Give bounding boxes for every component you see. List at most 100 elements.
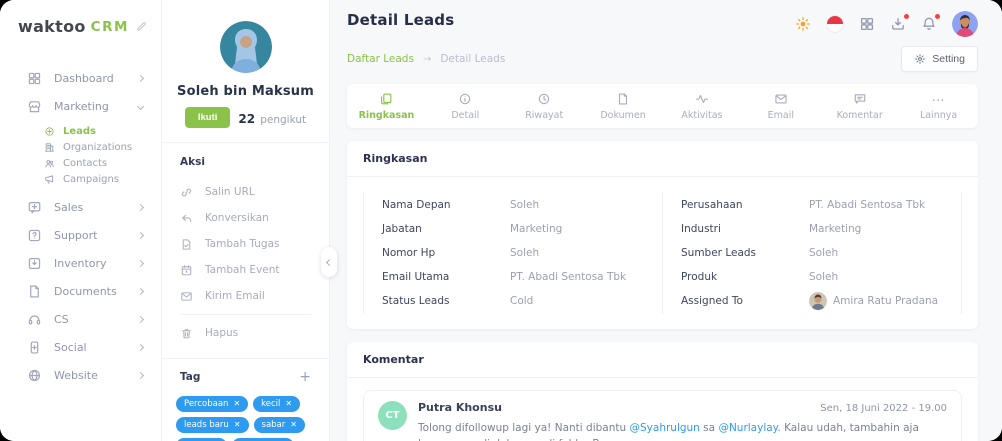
field-label: Produk <box>681 271 718 283</box>
sidebar-item-label: Support <box>54 228 98 242</box>
edit-pencil-icon[interactable] <box>136 21 147 32</box>
info-icon <box>458 92 472 106</box>
brand-logo[interactable]: waktoo CRM <box>0 0 161 40</box>
sidebar-item-website[interactable]: Website <box>0 361 161 389</box>
mention-link[interactable]: @Nurlaylay <box>718 422 778 434</box>
setting-button[interactable]: Setting <box>901 46 978 72</box>
notification-dot <box>935 14 940 19</box>
field-value: Soleh <box>510 247 540 259</box>
sidebar-subitem-contacts[interactable]: Contacts <box>0 155 161 171</box>
sidebar-item-sales[interactable]: Sales <box>0 193 161 221</box>
action-label: Kirim Email <box>205 290 265 302</box>
sidebar-item-inventory[interactable]: Inventory <box>0 249 161 277</box>
theme-toggle-icon[interactable] <box>795 16 811 32</box>
action-copy-url[interactable]: Salin URL <box>180 179 311 205</box>
mail-icon <box>180 290 193 303</box>
action-add-task[interactable]: Tambah Tugas <box>180 231 311 257</box>
chevron-down-icon <box>136 102 145 110</box>
tab-lainnya[interactable]: Lainnya <box>899 92 978 121</box>
chevron-right-icon <box>136 231 145 239</box>
sidebar-subitem-campaigns[interactable]: Campaigns <box>0 171 161 187</box>
summary-icon <box>379 92 393 106</box>
remove-tag-icon[interactable] <box>234 421 241 429</box>
lead-avatar <box>219 21 272 73</box>
field-label: Jabatan <box>382 223 422 235</box>
chevron-right-icon <box>136 74 145 82</box>
comment-icon <box>853 92 867 106</box>
follow-row: Ikuti 22 pengikut <box>162 107 329 143</box>
assignee-avatar <box>809 292 827 310</box>
download-icon[interactable] <box>890 14 909 32</box>
field-value: Soleh <box>809 271 839 283</box>
sidebar-subitem-label: Leads <box>63 125 97 137</box>
action-label: Tambah Tugas <box>205 238 280 250</box>
tag-list: Percobaan kecil leads baru sabar sehat b… <box>176 396 315 441</box>
user-avatar[interactable] <box>952 11 978 37</box>
gear-icon <box>914 53 926 65</box>
sidebar-item-support[interactable]: Support <box>0 221 161 249</box>
tab-dokumen[interactable]: Dokumen <box>584 92 663 121</box>
tag-label: leads baru <box>184 420 229 430</box>
sidebar-item-social[interactable]: Social <box>0 333 161 361</box>
field-value: Cold <box>510 295 534 307</box>
sidebar-item-documents[interactable]: Documents <box>0 277 161 305</box>
tab-komentar[interactable]: Komentar <box>820 92 899 121</box>
comment-text-segment: Tolong difollowup lagi ya! Nanti dibantu <box>418 422 630 434</box>
tab-label: Email <box>767 110 794 121</box>
remove-tag-icon[interactable] <box>290 421 297 429</box>
field-value: PT. Abadi Sentosa Tbk <box>510 271 627 283</box>
comments-card: Komentar CT Putra Khonsu Sen, 18 Juni 20… <box>347 342 978 441</box>
sidebar-subitem-leads[interactable]: Leads <box>0 123 161 139</box>
tab-label: Dokumen <box>600 110 646 121</box>
action-convert[interactable]: Konversikan <box>180 205 311 231</box>
sidebar-item-dashboard[interactable]: Dashboard <box>0 64 161 92</box>
bell-icon[interactable] <box>921 14 940 32</box>
field-row: Jabatan Marketing <box>382 217 662 241</box>
chevron-right-icon <box>136 343 145 351</box>
remove-tag-icon[interactable] <box>285 400 292 408</box>
tab-detail[interactable]: Detail <box>426 92 505 121</box>
sidebar-item-label: Social <box>54 340 87 354</box>
tab-aktivitas[interactable]: Aktivitas <box>663 92 742 121</box>
sidebar-item-marketing[interactable]: Marketing <box>0 92 161 120</box>
follow-button[interactable]: Ikuti <box>184 107 231 128</box>
field-value: Marketing <box>809 223 862 235</box>
action-delete[interactable]: Hapus <box>180 320 311 346</box>
actions-title: Aksi <box>180 156 205 168</box>
field-label: Nama Depan <box>382 199 451 211</box>
brand-name: waktoo <box>18 17 86 36</box>
field-row: Industri Marketing <box>681 217 961 241</box>
remove-tag-icon[interactable] <box>233 400 240 408</box>
add-tag-button[interactable]: + <box>299 369 311 385</box>
action-add-event[interactable]: Tambah Event <box>180 257 311 283</box>
field-row: Status Leads Cold <box>382 289 662 313</box>
tab-riwayat[interactable]: Riwayat <box>505 92 584 121</box>
tab-email[interactable]: Email <box>741 92 820 121</box>
sidebar-item-label: Documents <box>54 284 117 298</box>
collapse-panel-button[interactable] <box>321 247 337 277</box>
sidebar-subitem-label: Organizations <box>63 141 133 153</box>
document-icon <box>616 92 630 106</box>
breadcrumb-arrow-icon <box>423 54 431 65</box>
summary-right-column: Perusahaan PT. Abadi Sentosa Tbk Industr… <box>662 192 961 314</box>
breadcrumb-daftar-leads[interactable]: Daftar Leads <box>347 53 414 65</box>
tab-label: Aktivitas <box>681 110 723 121</box>
mention-link[interactable]: @Syahrulgun <box>629 422 700 434</box>
action-label: Konversikan <box>205 212 269 224</box>
leads-icon <box>44 126 55 137</box>
language-flag-icon[interactable] <box>826 15 844 33</box>
tab-label: Ringkasan <box>358 110 415 121</box>
chevron-right-icon <box>136 203 145 211</box>
followers: 22 pengikut <box>238 108 306 127</box>
tag-label: sabar <box>261 420 286 430</box>
action-send-email[interactable]: Kirim Email <box>180 283 311 309</box>
sidebar-subitem-organizations[interactable]: Organizations <box>0 139 161 155</box>
tab-ringkasan[interactable]: Ringkasan <box>347 92 426 121</box>
apps-grid-icon[interactable] <box>859 16 875 32</box>
field-row: Nama Depan Soleh <box>382 193 662 217</box>
marketing-icon <box>27 99 42 114</box>
sidebar-item-cs[interactable]: CS <box>0 305 161 333</box>
lead-profile-panel: Soleh bin Maksum Ikuti 22 pengikut Aksi … <box>162 0 337 441</box>
field-label: Status Leads <box>382 295 450 307</box>
